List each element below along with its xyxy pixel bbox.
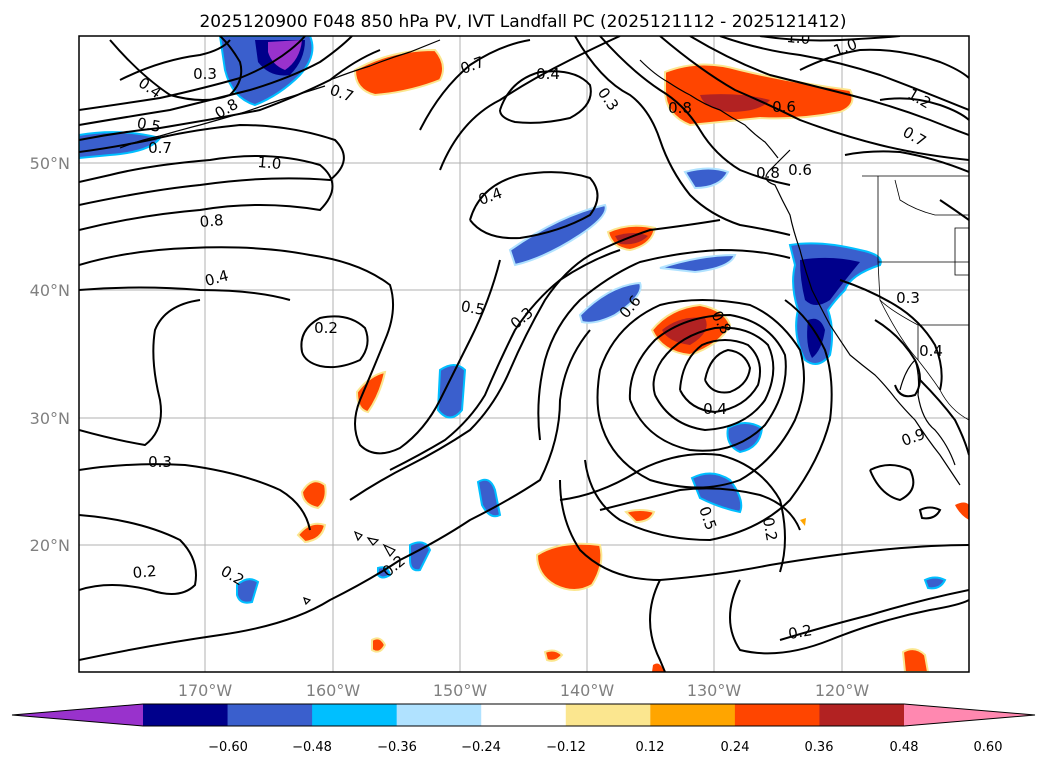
lat-label: 40°N bbox=[30, 281, 70, 300]
pv-contours bbox=[79, 36, 969, 672]
colorbar-tick-label: 0.36 bbox=[805, 740, 834, 755]
colorbar-segment bbox=[143, 704, 229, 726]
contour-label: 0.4 bbox=[919, 342, 943, 360]
contour-label: 0.6 bbox=[788, 161, 812, 179]
colorbar-segment bbox=[565, 704, 651, 726]
colorbar-tick-label: 0.48 bbox=[890, 740, 919, 755]
colorbar-segment bbox=[819, 704, 905, 726]
contour-label: 0.3 bbox=[148, 453, 172, 471]
colorbar-tick-labels: −0.60 −0.48 −0.36 −0.24 −0.12 0.12 0.24 … bbox=[208, 740, 1002, 755]
colorbar-extend-high bbox=[904, 704, 1035, 726]
contour-label: 1.0 bbox=[257, 153, 282, 173]
colorbar-segment bbox=[650, 704, 736, 726]
contour-label: 0.4 bbox=[536, 65, 560, 83]
colorbar bbox=[11, 703, 1036, 727]
colorbar-outline bbox=[11, 703, 1036, 727]
colorbar-extend-low bbox=[12, 704, 143, 726]
contour-label: 1.0 bbox=[786, 28, 811, 48]
contour-label: 0.6 bbox=[772, 98, 796, 116]
lat-label: 20°N bbox=[30, 536, 70, 555]
contour-label: 0.4 bbox=[203, 266, 231, 290]
contour-label: 1.0 bbox=[831, 35, 860, 60]
contour-label: 0.2 bbox=[787, 621, 814, 643]
lon-label: 160°W bbox=[306, 681, 361, 700]
colorbar-segment bbox=[396, 704, 482, 726]
lon-label: 140°W bbox=[560, 681, 615, 700]
contour-label: 0.3 bbox=[193, 65, 217, 83]
map-title: 2025120900 F048 850 hPa PV, IVT Landfall… bbox=[199, 12, 846, 32]
contour-label: 0.4 bbox=[703, 400, 727, 418]
colorbar-segment bbox=[312, 704, 398, 726]
contour-label: 0.8 bbox=[668, 99, 692, 117]
colorbar-tick-label: −0.24 bbox=[461, 740, 501, 755]
lon-label: 120°W bbox=[815, 681, 870, 700]
longitude-labels: 170°W 160°W 150°W 140°W 130°W 120°W bbox=[178, 681, 870, 700]
colorbar-tick-label: 0.12 bbox=[636, 740, 665, 755]
colorbar-segment bbox=[734, 704, 820, 726]
contour-label: 0.7 bbox=[148, 139, 172, 157]
colorbar-segment bbox=[227, 704, 313, 726]
colorbar-tick-label: −0.48 bbox=[292, 740, 332, 755]
colorbar-tick-label: −0.36 bbox=[377, 740, 417, 755]
contour-label: 0.5 bbox=[136, 114, 163, 136]
latitude-labels: 50°N 40°N 30°N 20°N bbox=[30, 154, 70, 555]
contour-label: 0.3 bbox=[896, 289, 920, 307]
lon-label: 150°W bbox=[433, 681, 488, 700]
colorbar-tick-label: 0.60 bbox=[974, 740, 1003, 755]
map-frame bbox=[78, 35, 970, 673]
contour-label: 0.2 bbox=[759, 516, 781, 543]
lon-label: 130°W bbox=[687, 681, 742, 700]
contour-label: 0.8 bbox=[199, 211, 224, 231]
contour-label: 0.5 bbox=[460, 297, 487, 319]
lon-label: 170°W bbox=[178, 681, 233, 700]
contour-label: 0.2 bbox=[314, 319, 338, 337]
colorbar-tick-label: −0.60 bbox=[208, 740, 248, 755]
colorbar-tick-label: −0.12 bbox=[546, 740, 586, 755]
lat-label: 50°N bbox=[30, 154, 70, 173]
colorbar-segment bbox=[481, 704, 567, 726]
coastlines bbox=[119, 39, 969, 606]
lat-label: 30°N bbox=[30, 409, 70, 428]
contour-label: 0.8 bbox=[756, 164, 780, 182]
contour-label: 0.2 bbox=[132, 562, 157, 582]
map-panel: 0.30.40.50.70.81.00.80.40.20.30.2 0.20.70… bbox=[78, 28, 970, 673]
colorbar-tick-label: 0.24 bbox=[721, 740, 750, 755]
